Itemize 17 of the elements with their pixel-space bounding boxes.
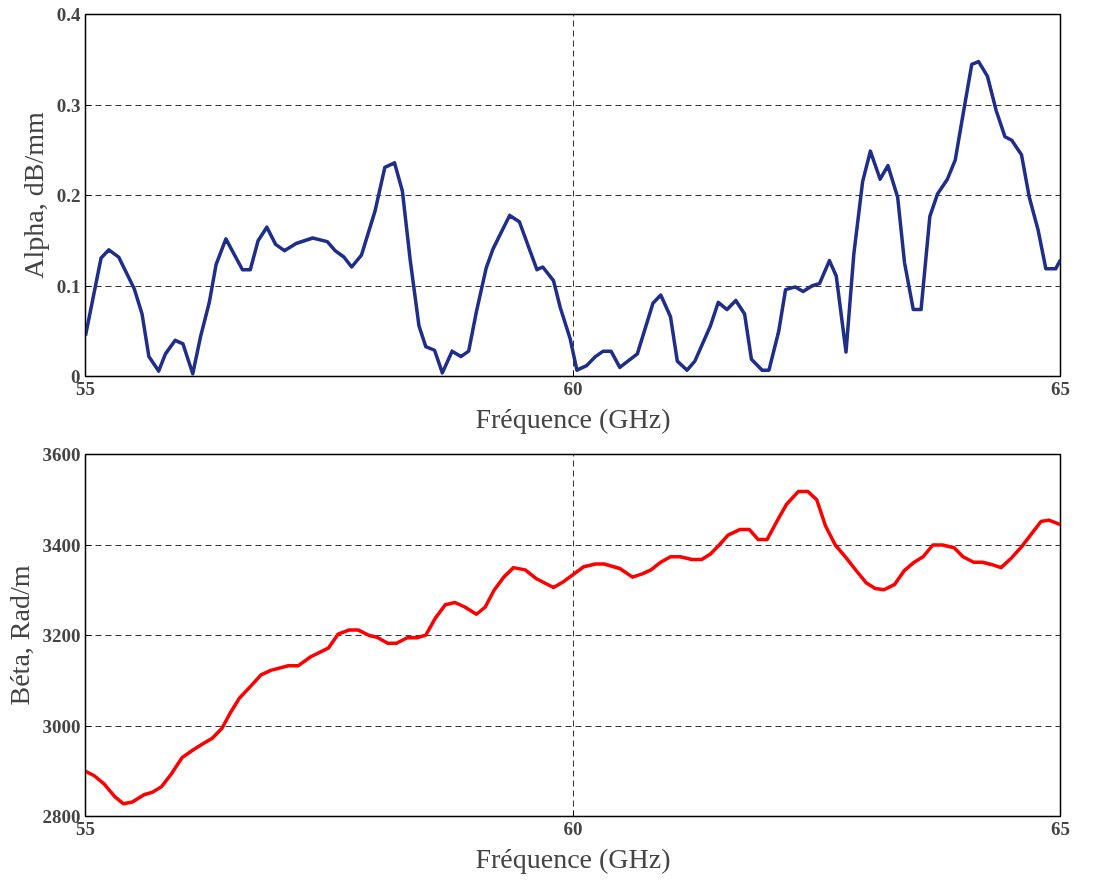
y-tick-label: 0.3 bbox=[56, 94, 81, 116]
y-tick-label: 0.2 bbox=[56, 185, 81, 206]
y-tick-label: 0.1 bbox=[56, 275, 81, 297]
y-tick-label: 3400 bbox=[42, 534, 81, 556]
y-axis-title: Alpha, dB/mm bbox=[17, 112, 49, 279]
x-tick-label: 60 bbox=[563, 377, 583, 399]
y-tick-label: 0.4 bbox=[56, 4, 81, 25]
y-tick-label: 3000 bbox=[42, 715, 81, 737]
y-tick-label: 3200 bbox=[42, 625, 81, 646]
y-axis-title: Béta, Rad/m bbox=[3, 565, 35, 706]
x-tick-label: 60 bbox=[563, 817, 583, 839]
x-tick-label: 65 bbox=[1051, 377, 1070, 399]
x-axis-title: Fréquence (GHz) bbox=[475, 402, 671, 434]
x-axis-title: Fréquence (GHz) bbox=[475, 842, 671, 874]
y-tick-label: 3600 bbox=[42, 444, 81, 465]
line-series bbox=[85, 489, 1061, 806]
x-tick-label: 65 bbox=[1051, 817, 1070, 839]
